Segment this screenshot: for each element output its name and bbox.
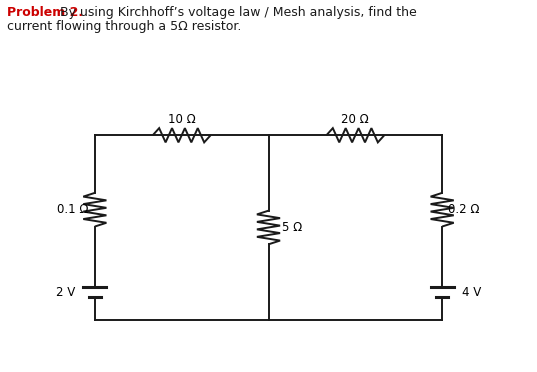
Text: 0.2 Ω: 0.2 Ω bbox=[448, 203, 480, 216]
Text: 10 Ω: 10 Ω bbox=[168, 113, 195, 126]
Text: 2 V: 2 V bbox=[56, 286, 75, 299]
Text: current flowing through a 5Ω resistor.: current flowing through a 5Ω resistor. bbox=[7, 20, 241, 33]
Text: 0.1 Ω: 0.1 Ω bbox=[57, 203, 89, 216]
Text: 4 V: 4 V bbox=[462, 286, 481, 299]
Text: 5 Ω: 5 Ω bbox=[282, 221, 302, 234]
Text: Problem 2.: Problem 2. bbox=[7, 6, 83, 19]
Text: By using Kirchhoff’s voltage law / Mesh analysis, find the: By using Kirchhoff’s voltage law / Mesh … bbox=[56, 6, 417, 19]
Text: 20 Ω: 20 Ω bbox=[342, 113, 369, 126]
